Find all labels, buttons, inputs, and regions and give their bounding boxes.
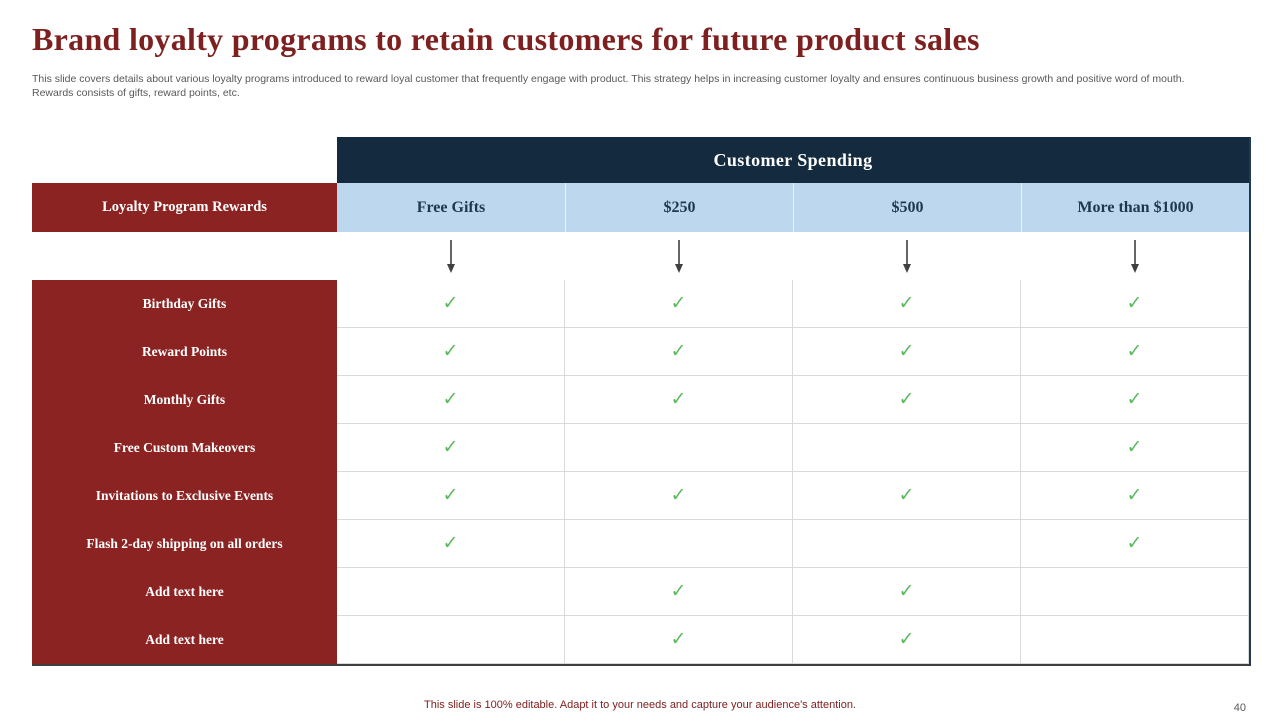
check-icon: ✓ <box>442 436 459 458</box>
check-cell <box>793 424 1021 472</box>
check-cell: ✓ <box>1021 328 1249 376</box>
down-arrow-icon <box>675 240 683 273</box>
check-cell: ✓ <box>565 376 793 424</box>
check-cell <box>337 616 565 664</box>
check-icon: ✓ <box>1126 436 1143 458</box>
arrow-cell <box>1021 232 1249 280</box>
check-icon: ✓ <box>442 340 459 362</box>
column-header-1000: More than $1000 <box>1021 183 1249 232</box>
column-header-250: $250 <box>565 183 793 232</box>
check-icon: ✓ <box>1126 532 1143 554</box>
check-icon: ✓ <box>898 484 915 506</box>
column-header-free-gifts: Free Gifts <box>337 183 565 232</box>
check-icon: ✓ <box>670 388 687 410</box>
check-cell: ✓ <box>793 616 1021 664</box>
check-cell: ✓ <box>565 616 793 664</box>
column-header-500: $500 <box>793 183 1021 232</box>
check-icon: ✓ <box>898 628 915 650</box>
reward-row-label: Free Custom Makeovers <box>32 424 337 472</box>
reward-row-label: Reward Points <box>32 328 337 376</box>
reward-row-label: Add text here <box>32 568 337 616</box>
check-cell: ✓ <box>793 472 1021 520</box>
check-cell: ✓ <box>1021 280 1249 328</box>
check-cell <box>337 568 565 616</box>
check-icon: ✓ <box>898 292 915 314</box>
down-arrow-icon <box>903 240 911 273</box>
check-cell: ✓ <box>793 328 1021 376</box>
editable-note: This slide is 100% editable. Adapt it to… <box>424 699 856 711</box>
check-cell <box>1021 568 1249 616</box>
check-icon: ✓ <box>670 580 687 602</box>
check-cell: ✓ <box>793 568 1021 616</box>
check-cell: ✓ <box>337 424 565 472</box>
check-cell: ✓ <box>1021 376 1249 424</box>
check-icon: ✓ <box>670 484 687 506</box>
check-cell: ✓ <box>337 376 565 424</box>
check-cell: ✓ <box>1021 520 1249 568</box>
page-number: 40 <box>1233 702 1246 714</box>
reward-row-label: Birthday Gifts <box>32 280 337 328</box>
check-cell: ✓ <box>337 328 565 376</box>
check-cell <box>565 520 793 568</box>
check-icon: ✓ <box>1126 292 1143 314</box>
check-cell: ✓ <box>565 568 793 616</box>
check-cell: ✓ <box>565 472 793 520</box>
customer-spending-header: Customer Spending <box>337 137 1249 183</box>
check-cell <box>1021 616 1249 664</box>
reward-row-label: Monthly Gifts <box>32 376 337 424</box>
empty-corner-cell <box>32 137 337 183</box>
check-icon: ✓ <box>1126 340 1143 362</box>
check-icon: ✓ <box>442 388 459 410</box>
check-cell: ✓ <box>1021 472 1249 520</box>
check-icon: ✓ <box>898 580 915 602</box>
check-cell: ✓ <box>337 472 565 520</box>
down-arrow-icon <box>447 240 455 273</box>
check-icon: ✓ <box>442 292 459 314</box>
check-cell: ✓ <box>565 328 793 376</box>
reward-row-label: Invitations to Exclusive Events <box>32 472 337 520</box>
check-icon: ✓ <box>442 484 459 506</box>
empty-arrow-label-cell <box>32 232 337 280</box>
arrow-cell <box>793 232 1021 280</box>
check-icon: ✓ <box>442 532 459 554</box>
check-cell: ✓ <box>1021 424 1249 472</box>
check-icon: ✓ <box>670 292 687 314</box>
check-cell <box>793 520 1021 568</box>
check-cell: ✓ <box>565 280 793 328</box>
check-icon: ✓ <box>898 340 915 362</box>
check-cell: ✓ <box>337 520 565 568</box>
check-icon: ✓ <box>1126 484 1143 506</box>
down-arrow-icon <box>1131 240 1139 273</box>
check-cell: ✓ <box>337 280 565 328</box>
reward-row-label: Add text here <box>32 616 337 664</box>
loyalty-program-table: Customer Spending Loyalty Program Reward… <box>32 137 1251 666</box>
check-icon: ✓ <box>898 388 915 410</box>
rewards-header: Loyalty Program Rewards <box>32 183 337 232</box>
check-icon: ✓ <box>670 628 687 650</box>
check-cell: ✓ <box>793 280 1021 328</box>
reward-row-label: Flash 2-day shipping on all orders <box>32 520 337 568</box>
check-icon: ✓ <box>1126 388 1143 410</box>
arrow-cell <box>565 232 793 280</box>
arrow-cell <box>337 232 565 280</box>
page-title: Brand loyalty programs to retain custome… <box>32 21 980 57</box>
check-cell <box>565 424 793 472</box>
slide-description: This slide covers details about various … <box>32 73 1185 100</box>
check-cell: ✓ <box>793 376 1021 424</box>
check-icon: ✓ <box>670 340 687 362</box>
